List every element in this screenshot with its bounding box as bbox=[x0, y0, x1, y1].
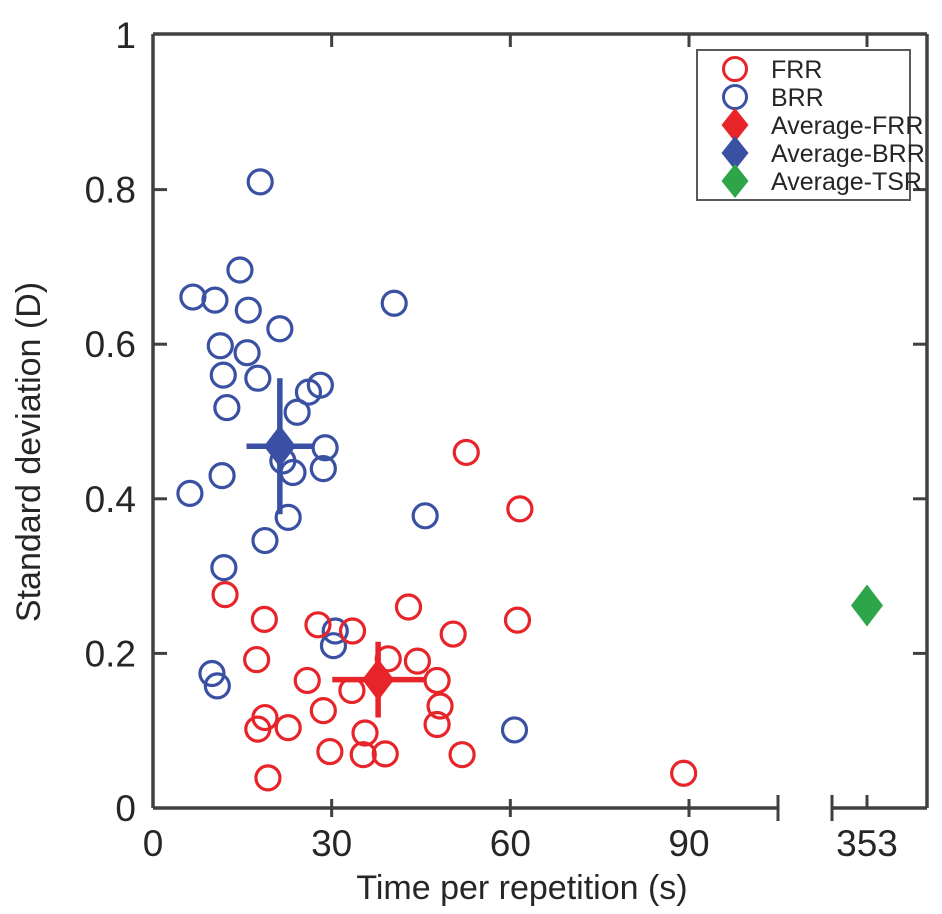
average-markers bbox=[246, 378, 883, 718]
frr-point bbox=[243, 645, 271, 674]
brr-point bbox=[283, 398, 311, 426]
legend-label: FRR bbox=[771, 56, 822, 84]
legend-marker-frr-circle-icon bbox=[722, 56, 748, 82]
y-tick-label: 0.6 bbox=[85, 324, 136, 365]
brr-point bbox=[226, 256, 254, 284]
brr-point bbox=[321, 617, 349, 645]
frr-point bbox=[371, 740, 399, 768]
brr-point bbox=[210, 553, 238, 582]
frr-point bbox=[293, 666, 321, 695]
brr-point bbox=[319, 632, 348, 660]
brr-point bbox=[206, 332, 234, 360]
x-tick-label: 353 bbox=[836, 823, 898, 864]
brr-point bbox=[244, 364, 272, 392]
frr-point bbox=[403, 647, 432, 675]
frr-point bbox=[244, 715, 272, 743]
y-tick-label: 0.4 bbox=[85, 479, 136, 520]
x-tick-label: 30 bbox=[311, 823, 352, 864]
legend-marker-tsr-diamond-icon bbox=[721, 164, 749, 198]
brr-point bbox=[203, 672, 231, 700]
frr-point bbox=[426, 692, 454, 720]
frr-point bbox=[309, 697, 337, 725]
frr-point bbox=[394, 593, 423, 621]
frr-point bbox=[349, 741, 377, 769]
x-tick-label: 90 bbox=[668, 823, 709, 864]
legend-label: Average-TSR bbox=[771, 168, 922, 196]
brr-point bbox=[213, 393, 241, 422]
x-tick-label: 0 bbox=[143, 823, 164, 864]
frr-point bbox=[439, 620, 467, 648]
average-frr-marker bbox=[362, 658, 395, 701]
y-tick-label: 0.2 bbox=[85, 633, 136, 674]
tick-labels: 0 30 60 90 353 0 0.2 0.4 0.6 0.8 1 bbox=[85, 15, 898, 864]
brr-point bbox=[208, 462, 236, 490]
legend-marker-brr-diamond-icon bbox=[721, 136, 749, 170]
data-points bbox=[176, 168, 698, 792]
frr-point bbox=[448, 741, 476, 769]
brr-point bbox=[294, 378, 323, 406]
average-tsr-marker bbox=[851, 584, 883, 627]
brr-point bbox=[209, 361, 237, 389]
frr-point bbox=[503, 606, 532, 634]
brr-point bbox=[201, 286, 229, 314]
legend-label: Average-BRR bbox=[771, 140, 925, 168]
brr-point bbox=[274, 503, 302, 531]
y-tick-label: 1 bbox=[115, 15, 136, 56]
legend-label: Average-FRR bbox=[771, 112, 923, 140]
frr-point bbox=[338, 617, 367, 645]
x-axis-title: Time per repetition (s) bbox=[356, 869, 687, 907]
brr-point bbox=[309, 455, 337, 483]
frr-point bbox=[423, 710, 451, 739]
frr-point bbox=[250, 605, 278, 633]
frr-point bbox=[316, 737, 344, 766]
frr-point bbox=[423, 666, 451, 695]
brr-point bbox=[176, 479, 204, 507]
frr-point bbox=[452, 438, 480, 467]
brr-point bbox=[380, 289, 408, 317]
legend-entry-average-frr: Average-FRR bbox=[721, 108, 923, 142]
frr-point bbox=[211, 581, 239, 609]
axis-ticks bbox=[153, 34, 927, 817]
brr-point bbox=[266, 315, 294, 343]
brr-point bbox=[246, 168, 274, 196]
brr-point bbox=[251, 526, 279, 555]
legend-entry-average-brr: Average-BRR bbox=[721, 136, 925, 170]
x-tick-label: 60 bbox=[490, 823, 531, 864]
frr-point bbox=[351, 719, 379, 747]
legend-entry-average-tsr: Average-TSR bbox=[721, 164, 922, 198]
legend-label: BRR bbox=[771, 84, 824, 112]
brr-point bbox=[234, 296, 262, 324]
legend-entry-frr: FRR bbox=[722, 56, 822, 84]
frr-point bbox=[254, 764, 282, 792]
legend-marker-frr-diamond-icon bbox=[721, 108, 749, 142]
brr-point bbox=[500, 716, 529, 744]
y-axis-title: Standard deviation (D) bbox=[10, 282, 48, 622]
frr-point bbox=[506, 495, 534, 523]
brr-point bbox=[179, 283, 207, 311]
brr-point bbox=[198, 659, 226, 688]
frr-point bbox=[304, 611, 332, 639]
y-tick-label: 0 bbox=[115, 788, 136, 829]
legend-entry-brr: BRR bbox=[722, 84, 824, 112]
brr-point bbox=[411, 502, 439, 530]
plot-frame bbox=[151, 32, 929, 821]
frr-point bbox=[670, 759, 698, 787]
frr-point bbox=[274, 714, 302, 742]
average-brr-marker bbox=[263, 425, 296, 468]
y-tick-label: 0.8 bbox=[85, 170, 136, 211]
brr-point bbox=[233, 339, 261, 367]
